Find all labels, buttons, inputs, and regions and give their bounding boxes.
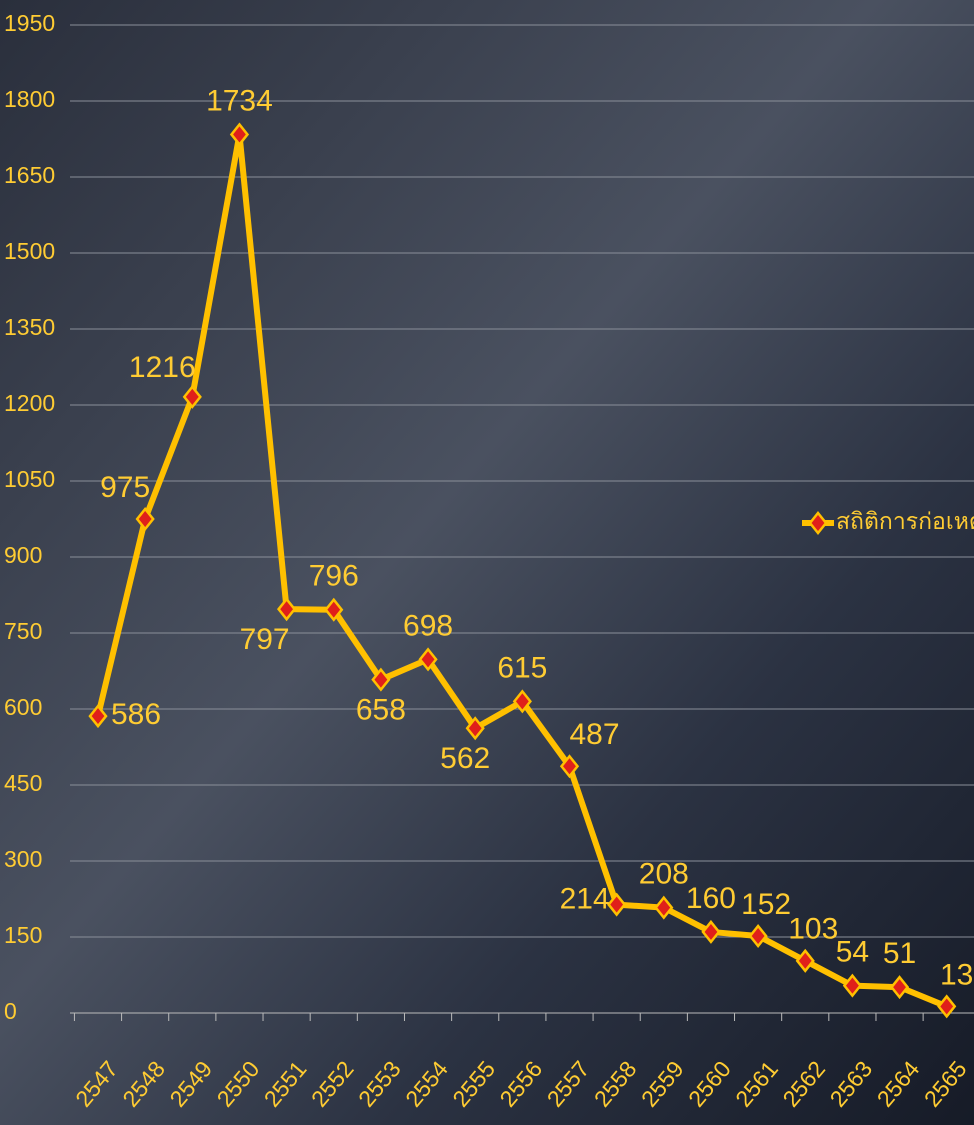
marker — [276, 597, 297, 622]
marker — [135, 506, 155, 532]
y-tick-label: 1500 — [4, 238, 55, 264]
data-label: 1734 — [206, 84, 273, 117]
y-tick-label: 1350 — [4, 314, 55, 340]
legend-marker — [808, 510, 828, 536]
data-label: 562 — [440, 742, 490, 775]
y-tick-label: 1650 — [4, 162, 55, 188]
data-label: 54 — [836, 936, 869, 969]
marker — [324, 597, 344, 622]
y-tick-label: 300 — [4, 846, 42, 872]
data-label: 586 — [111, 698, 161, 731]
y-tick-label: 0 — [4, 998, 17, 1024]
y-tick-label: 750 — [4, 618, 42, 644]
y-tick-label: 1200 — [4, 390, 55, 416]
y-tick-label: 600 — [4, 694, 42, 720]
data-label: 1216 — [129, 351, 196, 384]
marker — [748, 923, 768, 948]
data-label: 208 — [639, 858, 689, 891]
marker — [559, 754, 580, 779]
marker — [465, 716, 485, 741]
marker — [418, 647, 438, 672]
y-tick-label: 900 — [4, 542, 42, 568]
marker — [607, 892, 627, 917]
y-tick-label: 1950 — [4, 10, 55, 36]
y-tick-label: 150 — [4, 922, 42, 948]
marker — [842, 973, 863, 998]
marker — [371, 667, 391, 692]
data-label: 152 — [741, 888, 791, 921]
marker — [889, 975, 910, 1000]
data-label: 487 — [569, 718, 619, 751]
data-label: 698 — [403, 609, 453, 642]
data-label: 797 — [240, 623, 290, 656]
marker — [229, 122, 250, 147]
y-tick-label: 450 — [4, 770, 42, 796]
data-label: 214 — [560, 882, 610, 915]
marker — [88, 704, 108, 729]
data-label: 103 — [788, 913, 838, 946]
legend-label: สถิติการก่อเหตุ — [836, 508, 974, 535]
data-label: 975 — [100, 471, 150, 504]
data-label: 615 — [497, 651, 547, 684]
marker — [937, 994, 957, 1019]
data-label: 658 — [356, 694, 406, 727]
data-label: 796 — [309, 560, 359, 593]
y-tick-label: 1800 — [4, 86, 55, 112]
data-label: 13 — [940, 958, 973, 991]
data-label: 160 — [686, 882, 736, 915]
marker — [654, 895, 674, 920]
y-tick-label: 1050 — [4, 466, 55, 492]
marker — [795, 948, 815, 973]
marker — [701, 919, 721, 944]
marker — [512, 689, 532, 714]
marker — [182, 384, 202, 409]
data-label: 51 — [883, 937, 916, 970]
